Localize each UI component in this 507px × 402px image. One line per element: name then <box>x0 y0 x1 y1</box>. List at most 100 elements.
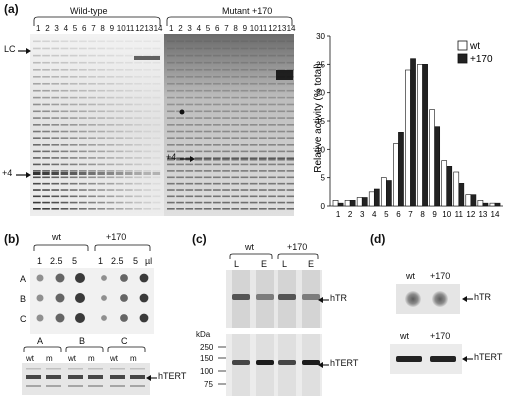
mutant-lane-7: 7 <box>224 24 229 33</box>
legend-label-wt: wt <box>469 41 480 52</box>
dot-spot <box>36 274 44 282</box>
dot-spot <box>75 273 85 283</box>
panel-b-group-wt: wt <box>52 232 61 242</box>
blot-c-top-image <box>226 270 322 328</box>
bar-mutant-6 <box>398 132 404 207</box>
bar-wt-5 <box>380 177 387 207</box>
mutant-lane-8: 8 <box>233 24 238 33</box>
blot-d-bottom-image <box>390 344 462 374</box>
dot-spot <box>120 314 128 322</box>
mutant-lane-4: 4 <box>196 24 202 33</box>
bar-wt-13 <box>477 200 484 207</box>
x-tick-label-13: 13 <box>478 210 487 219</box>
wt-lane-8: 8 <box>100 24 105 33</box>
wt-lane-1: 1 <box>36 24 41 33</box>
panel-d-top-mutant: +170 <box>430 271 451 281</box>
arrow-left-icon <box>462 356 473 362</box>
y-tick-label-30: 30 <box>316 32 325 41</box>
mutant-lane-2: 2 <box>178 24 183 33</box>
wt-lane-11: 11 <box>126 24 135 33</box>
x-tick-label-5: 5 <box>384 210 389 219</box>
arrow-right-icon <box>16 172 31 178</box>
panel-d-bottom-mutant: +170 <box>430 331 451 341</box>
y-tick-label-15: 15 <box>316 117 325 126</box>
arrow-right-icon <box>180 156 195 162</box>
dot-spot <box>101 315 107 321</box>
dot-spot <box>120 274 128 282</box>
vol-unit: µl <box>145 256 153 266</box>
blot-b-lane-wt: wt <box>110 354 118 363</box>
dot-spot <box>139 293 149 303</box>
panel-c-label: (c) <box>192 232 207 246</box>
arrow-left-icon <box>318 297 329 303</box>
mutant-lane-9: 9 <box>242 24 248 33</box>
mw-150: 150 <box>200 354 214 363</box>
panel-d-top-wt: wt <box>406 271 415 281</box>
vol-mut-3: 5 <box>133 256 139 266</box>
panel-b-brackets <box>33 244 151 251</box>
bar-wt-1 <box>332 200 339 207</box>
bar-wt-7 <box>405 69 411 207</box>
chart-y-ticks: 0 5 10 15 20 25 30 <box>316 32 330 211</box>
bar-wt-11 <box>453 171 460 207</box>
blot-b-lane-m: m <box>130 354 137 363</box>
bar-wt-2 <box>344 200 351 207</box>
bar-mutant-4 <box>373 188 380 207</box>
dot-blot <box>30 268 154 334</box>
panel-d-bottom-wt: wt <box>400 331 409 341</box>
blot-b-band-label: hTERT <box>158 371 187 381</box>
bar-mutant-12 <box>470 194 477 207</box>
kda-label: kDa <box>196 330 211 339</box>
bar-mutant-13 <box>482 202 489 207</box>
mutant-lane-10: 10 <box>249 24 259 33</box>
bar-mutant-14 <box>494 202 501 207</box>
bar-wt-14 <box>489 202 496 207</box>
gel-a-brackets <box>33 16 293 26</box>
blot-b-group-b: B <box>79 336 86 346</box>
dot-spot <box>55 273 65 283</box>
dot-spot <box>36 314 44 322</box>
mutant-lane-1: 1 <box>169 24 174 33</box>
bar-mutant-9 <box>434 126 441 207</box>
dot-spot <box>55 293 65 303</box>
y-tick-label-25: 25 <box>316 60 325 69</box>
x-tick-label-8: 8 <box>420 210 425 219</box>
legend-label-mutant: +170 <box>470 54 493 65</box>
bar-mutant-5 <box>386 180 392 207</box>
blot-b-lane-wt: wt <box>68 354 76 363</box>
y-tick-label-5: 5 <box>321 174 326 183</box>
dot-row-a: A <box>20 274 27 284</box>
gel-a-marker-plus4-mutant: +4 <box>166 152 177 162</box>
blot-b-lane-m: m <box>46 354 53 363</box>
arrow-left-icon <box>146 375 157 381</box>
chart-x-ticks: 1 2 3 4 5 6 7 8 9 10 11 12 13 14 <box>336 210 500 219</box>
dot-spot <box>75 313 85 323</box>
bar-wt-6 <box>393 143 399 207</box>
chart-bars <box>332 58 501 207</box>
vol-wt-2: 2.5 <box>50 256 63 266</box>
bar-wt-3 <box>356 197 363 207</box>
x-tick-label-3: 3 <box>360 210 365 219</box>
panel-c-group-wt: wt <box>245 242 254 252</box>
x-tick-label-7: 7 <box>408 210 413 219</box>
vol-wt-1: 1 <box>37 256 43 266</box>
bar-mutant-11 <box>458 183 465 207</box>
lane-c-3: L <box>282 259 288 269</box>
activity-bar-chart: Relative activity (% total) 1 2 3 4 5 6 7 8 9 10 1… <box>313 32 503 219</box>
vol-mut-1: 1 <box>98 256 104 266</box>
wt-lane-4: 4 <box>63 24 69 33</box>
x-tick-label-11: 11 <box>455 210 464 219</box>
dot-spot <box>101 275 107 281</box>
dot-spot <box>75 293 85 303</box>
bar-mutant-10 <box>446 166 453 207</box>
lane-c-1: L <box>234 259 240 269</box>
wt-lane-10: 10 <box>116 24 126 33</box>
dot-spot <box>101 295 107 301</box>
wt-lane-14: 14 <box>153 24 163 33</box>
blot-b-lane-wt: wt <box>26 354 34 363</box>
wt-lane-2: 2 <box>45 24 50 33</box>
panel-c-brackets <box>229 253 319 259</box>
dot-spot <box>120 294 128 302</box>
y-tick-label-10: 10 <box>316 145 325 154</box>
x-tick-label-4: 4 <box>372 210 377 219</box>
